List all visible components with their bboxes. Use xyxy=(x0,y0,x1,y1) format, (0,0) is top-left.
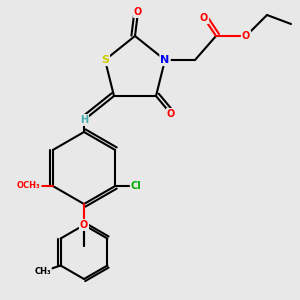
Text: S: S xyxy=(101,55,109,65)
Text: N: N xyxy=(160,55,169,65)
Text: O: O xyxy=(134,7,142,17)
Text: O: O xyxy=(200,13,208,23)
Text: O: O xyxy=(167,109,175,119)
Text: O: O xyxy=(80,220,88,230)
Text: Cl: Cl xyxy=(131,181,142,191)
Text: H: H xyxy=(80,115,88,125)
Text: CH₃: CH₃ xyxy=(34,267,51,276)
Text: OCH₃: OCH₃ xyxy=(17,182,41,190)
Text: O: O xyxy=(242,31,250,41)
